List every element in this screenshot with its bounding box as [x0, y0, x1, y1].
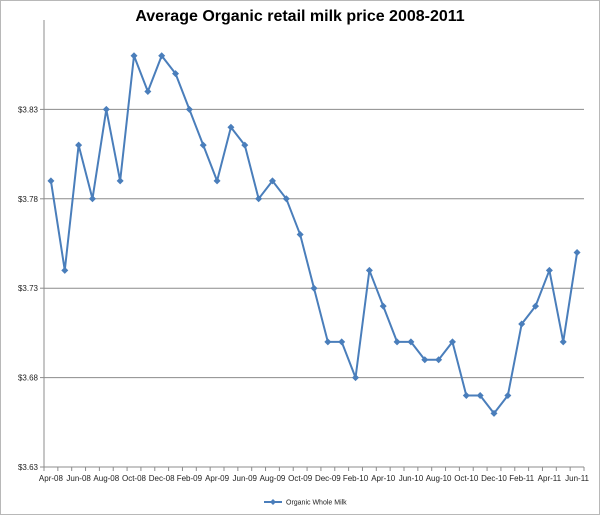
x-tick-label: Feb-11 — [509, 474, 534, 483]
x-tick-label: Apr-11 — [538, 474, 562, 483]
data-point — [144, 88, 152, 96]
legend: Organic Whole Milk — [264, 499, 347, 507]
data-point — [365, 266, 373, 274]
x-tick-label: Dec-10 — [481, 474, 507, 483]
y-tick-label: $3.78 — [18, 195, 39, 204]
data-point — [213, 177, 221, 185]
data-point — [518, 320, 526, 328]
chart-title: Average Organic retail milk price 2008-2… — [135, 8, 465, 25]
data-point — [310, 284, 318, 292]
data-point — [116, 177, 124, 185]
data-point — [158, 52, 166, 60]
data-point — [227, 123, 235, 131]
data-point — [504, 391, 512, 399]
x-tick-label: Oct-10 — [454, 474, 479, 483]
data-point — [573, 248, 581, 256]
data-point — [75, 141, 83, 149]
x-tick-label: Dec-09 — [315, 474, 341, 483]
data-point — [255, 195, 263, 203]
data-point — [199, 141, 207, 149]
x-tick-label: Feb-09 — [177, 474, 203, 483]
data-point — [352, 374, 360, 382]
x-tick-label: Jun-08 — [66, 474, 91, 483]
data-point — [559, 338, 567, 346]
data-point — [88, 195, 96, 203]
data-point — [435, 356, 443, 364]
legend-label: Organic Whole Milk — [286, 500, 347, 507]
data-point — [407, 338, 415, 346]
data-point — [421, 356, 429, 364]
x-tick-label: Dec-08 — [149, 474, 175, 483]
x-tick-label: Aug-10 — [426, 474, 452, 483]
x-tick-label: Apr-10 — [371, 474, 396, 483]
x-tick-label: Aug-08 — [93, 474, 119, 483]
data-point — [476, 391, 484, 399]
x-tick-label: Feb-10 — [343, 474, 369, 483]
x-tick-label: Oct-09 — [288, 474, 313, 483]
data-point — [241, 141, 249, 149]
x-tick-label: Oct-08 — [122, 474, 147, 483]
x-axis-ticks: Apr-08 Jun-08 Aug-08 Oct-08 Dec-08 Feb-09 Apr-… — [39, 467, 590, 483]
gridlines — [44, 108, 584, 379]
data-point — [379, 302, 387, 310]
x-tick-label: Jun-09 — [233, 474, 258, 483]
y-tick-label: $3.83 — [18, 105, 39, 114]
axes — [43, 20, 584, 468]
data-point — [338, 338, 346, 346]
x-tick-label: Apr-09 — [205, 474, 230, 483]
legend-marker — [270, 499, 276, 505]
x-tick-label: Apr-08 — [39, 474, 64, 483]
data-point — [490, 409, 498, 417]
y-tick-label: $3.73 — [18, 284, 39, 293]
data-point — [282, 195, 290, 203]
data-point — [545, 266, 553, 274]
data-point — [296, 231, 304, 239]
data-point — [61, 266, 69, 274]
data-point — [532, 302, 540, 310]
y-tick-label: $3.63 — [18, 463, 39, 472]
series-group — [47, 52, 581, 417]
data-point — [47, 177, 55, 185]
x-tick-label: Jun-10 — [399, 474, 424, 483]
data-point — [324, 338, 332, 346]
y-axis-ticks: $3.63 $3.68 $3.73 $3.78 $3.83 — [18, 105, 44, 472]
data-point — [102, 105, 110, 113]
data-point — [172, 70, 180, 78]
data-point — [185, 105, 193, 113]
x-tick-label: Jun-11 — [565, 474, 589, 483]
data-point — [448, 338, 456, 346]
data-point — [393, 338, 401, 346]
data-point — [130, 52, 138, 60]
data-point — [268, 177, 276, 185]
data-point — [462, 391, 470, 399]
x-tick-label: Aug-09 — [260, 474, 286, 483]
y-tick-label: $3.68 — [18, 374, 39, 383]
